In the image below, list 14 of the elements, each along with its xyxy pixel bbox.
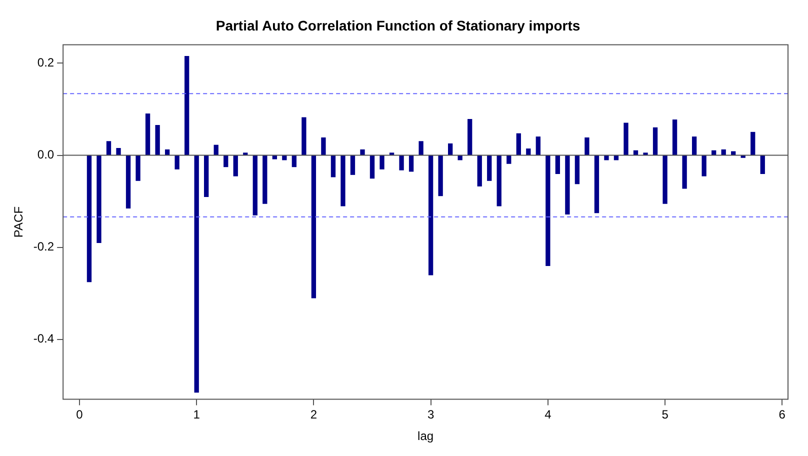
y-axis-title: PACF [12, 206, 26, 238]
chart-title: Partial Auto Correlation Function of Stationary imports [216, 17, 580, 34]
x-axis-title: lag [418, 429, 434, 444]
x-tick-label: 1 [193, 408, 200, 422]
y-tick-label: 0.0 [37, 148, 54, 162]
x-tick-label: 2 [310, 408, 318, 422]
x-tick-label: 0 [76, 408, 84, 422]
y-tick-label: -0.2 [33, 240, 54, 254]
x-tick-label: 6 [778, 408, 786, 422]
y-tick-label: -0.4 [33, 332, 54, 346]
y-tick-label: 0.2 [37, 56, 54, 70]
x-tick-label: 5 [662, 408, 669, 422]
x-tick-label: 4 [544, 408, 552, 422]
x-tick-label: 3 [427, 408, 434, 422]
